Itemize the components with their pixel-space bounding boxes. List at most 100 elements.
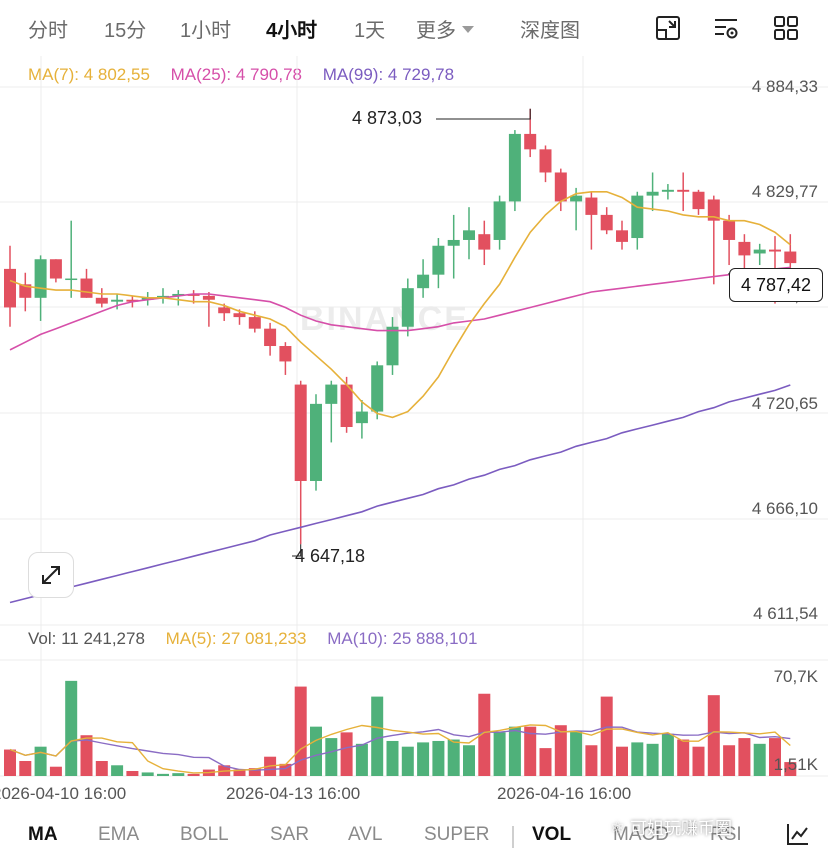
volume-ma5-line xyxy=(9,724,791,774)
current-price-tag: 4 787,42 xyxy=(729,268,823,302)
ma25-value: MA(25): 4 790,78 xyxy=(170,65,302,84)
volume-bar xyxy=(570,730,583,776)
ma-legend: MA(7): 4 802,55 MA(25): 4 790,78 MA(99):… xyxy=(28,65,470,85)
timeframe-bar: 分时 15分 1小时 4小时 1天 更多 深度图 xyxy=(0,0,828,56)
volume-bar xyxy=(432,740,445,776)
volume-bar xyxy=(677,739,690,776)
candle-body xyxy=(95,297,108,304)
tab-1d[interactable]: 1天 xyxy=(354,20,386,42)
candle-body xyxy=(769,249,781,252)
ma99-value: MA(99): 4 729,78 xyxy=(322,65,455,84)
tab-timeshare[interactable]: 分时 xyxy=(28,20,68,42)
volume-bar xyxy=(34,746,47,776)
candle-body xyxy=(447,239,460,246)
indicator-rsi[interactable]: RSI xyxy=(710,824,742,845)
candle-body xyxy=(554,172,567,202)
candle-body xyxy=(202,295,215,300)
indicator-settings-icon[interactable] xyxy=(712,14,740,42)
volume-bar xyxy=(616,746,628,776)
indicator-macd[interactable]: MACD xyxy=(613,824,669,845)
low-annotation-line xyxy=(292,544,302,557)
volume-bar xyxy=(233,769,246,776)
price-tick: 4 666,10 xyxy=(751,499,818,518)
candle-body xyxy=(141,297,154,300)
ma7-value: MA(7): 4 802,55 xyxy=(28,65,150,84)
grid-layout-icon[interactable] xyxy=(772,14,800,42)
volume-bar xyxy=(126,771,139,776)
candle-body xyxy=(661,189,674,192)
candle-body xyxy=(65,278,78,281)
candle-body xyxy=(371,365,384,412)
candle-body xyxy=(248,317,261,329)
high-price-annotation: 4 873,03 xyxy=(352,108,423,128)
candle-body xyxy=(157,295,169,298)
candle-body xyxy=(570,195,583,202)
price-tick: 4 884,33 xyxy=(751,77,818,96)
volume-bar xyxy=(340,732,353,776)
tab-1h[interactable]: 1小时 xyxy=(180,20,232,42)
indicator-sar[interactable]: SAR xyxy=(270,824,310,845)
tab-15m[interactable]: 15分 xyxy=(104,20,147,42)
chevron-down-icon xyxy=(462,26,474,34)
price-chart[interactable] xyxy=(0,0,828,818)
volume-bar xyxy=(707,695,720,776)
candle-body xyxy=(218,307,231,314)
volume-bar xyxy=(723,745,736,776)
candle-body xyxy=(753,249,766,254)
candle-body xyxy=(233,313,246,318)
candle-body xyxy=(692,191,705,210)
low-price-annotation: 4 647,18 xyxy=(295,546,366,566)
indicator-vol[interactable]: VOL xyxy=(532,824,572,845)
candle-body xyxy=(187,293,200,296)
price-tick: 4 829,77 xyxy=(751,182,818,201)
chart-draw-icon[interactable] xyxy=(784,820,812,848)
volume-bar xyxy=(585,745,598,776)
indicator-ma[interactable]: MA xyxy=(28,824,58,845)
volume-bar xyxy=(447,739,460,776)
tab-4h[interactable]: 4小时 xyxy=(266,20,318,42)
tab-depth-chart[interactable]: 深度图 xyxy=(520,20,580,42)
chart-settings-icon[interactable] xyxy=(654,14,682,42)
candle-body xyxy=(111,299,124,302)
volume-bar xyxy=(401,746,414,776)
candle-body xyxy=(19,284,32,298)
candle-body xyxy=(723,220,736,240)
indicator-avl[interactable]: AVL xyxy=(348,824,383,845)
volume-bar xyxy=(111,765,124,776)
candle-body xyxy=(340,384,353,428)
indicator-boll[interactable]: BOLL xyxy=(180,824,229,845)
price-tick: 4 611,54 xyxy=(753,604,818,623)
volume-legend: Vol: 11 241,278 MA(5): 27 081,233 MA(10)… xyxy=(28,629,493,649)
volume-bar xyxy=(463,745,475,776)
candle-body xyxy=(80,278,93,298)
candle-body xyxy=(707,199,720,221)
candle-body xyxy=(386,326,399,366)
candle-body xyxy=(585,197,598,215)
candle-body xyxy=(631,195,644,239)
candle-body xyxy=(264,328,277,347)
volume-bar xyxy=(753,743,766,776)
candle-body xyxy=(539,149,552,173)
candle-body xyxy=(432,245,445,275)
volume-bar xyxy=(784,762,797,776)
fullscreen-button[interactable] xyxy=(28,552,74,598)
volume-bar xyxy=(493,732,506,776)
tab-more[interactable]: 更多 xyxy=(416,14,474,43)
indicator-ema[interactable]: EMA xyxy=(98,824,140,845)
volume-bar xyxy=(646,743,659,776)
volume-bar xyxy=(19,760,32,776)
volume-bar xyxy=(4,749,16,776)
volume-bar xyxy=(371,696,384,776)
volume-bar xyxy=(172,773,185,776)
candle-body xyxy=(463,230,475,240)
volume-bar xyxy=(294,686,307,776)
candle-body xyxy=(524,133,537,150)
volume-bar xyxy=(738,738,751,776)
indicator-super[interactable]: SUPER xyxy=(424,824,490,845)
volume-bar xyxy=(539,748,552,776)
binance-watermark: BINANCE xyxy=(300,300,469,338)
volume-bar xyxy=(692,746,705,776)
volume-bar xyxy=(631,742,644,776)
volume-bar xyxy=(508,726,521,776)
volume-bar xyxy=(248,768,261,776)
